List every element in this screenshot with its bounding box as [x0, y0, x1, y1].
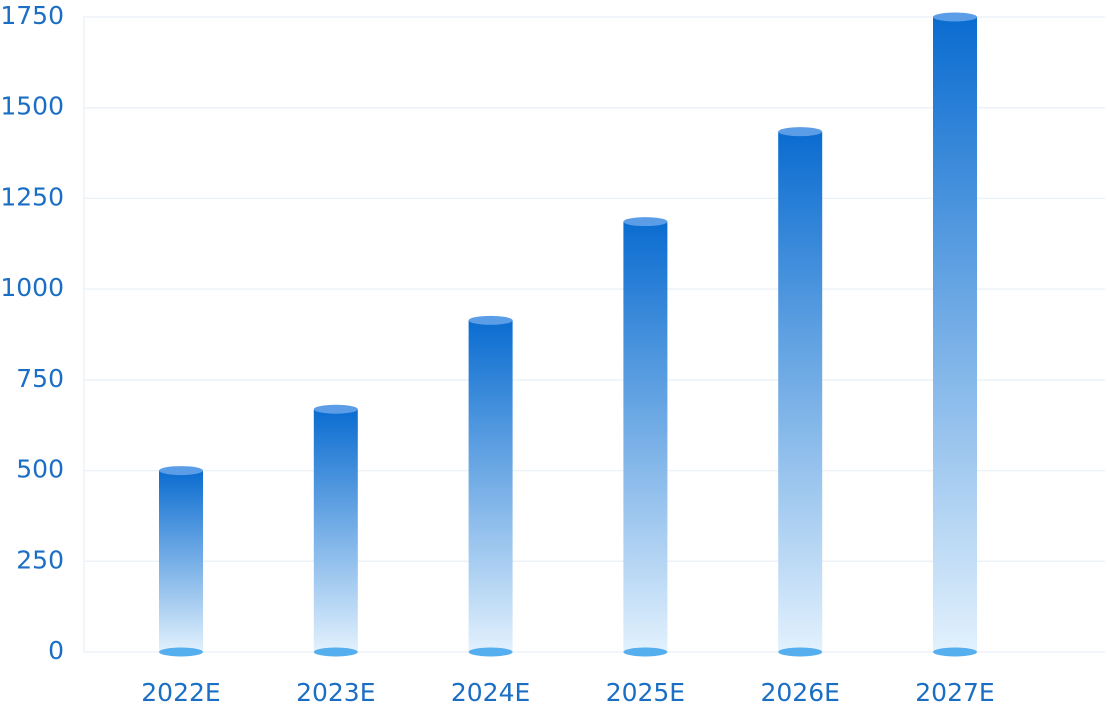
y-tick-label: 1750: [0, 1, 64, 30]
bar-cap-top: [778, 127, 823, 137]
bar: [468, 320, 513, 652]
y-tick-label: 0: [48, 636, 64, 665]
y-tick-label: 1000: [0, 273, 64, 302]
bar-cap-bottom: [933, 647, 977, 657]
x-tick-label: 2023E: [296, 678, 375, 707]
bar-cap-top: [159, 466, 203, 476]
bar-cap-top: [468, 315, 513, 325]
bar-cap-top: [623, 217, 668, 227]
bar: [778, 131, 823, 653]
x-tick-label: 2027E: [915, 678, 994, 707]
y-tick-label: 500: [16, 455, 64, 484]
x-tick-label: 2024E: [451, 678, 530, 707]
x-tick-label: 2026E: [760, 678, 839, 707]
x-tick-label: 2025E: [606, 678, 685, 707]
bar: [623, 221, 668, 652]
y-tick-label: 250: [16, 545, 64, 574]
y-tick-label: 1500: [0, 92, 64, 121]
bar-cap-top: [933, 12, 977, 22]
bar-cap-bottom: [159, 647, 203, 657]
bar-cap-bottom: [468, 647, 513, 657]
bar: [933, 17, 977, 652]
bar-cap-bottom: [623, 647, 668, 657]
x-tick-label: 2022E: [141, 678, 220, 707]
bar-cap-bottom: [313, 647, 358, 657]
bar: [313, 409, 358, 652]
y-tick-label: 750: [16, 364, 64, 393]
y-tick-label: 1250: [0, 182, 64, 211]
bar-cap-top: [313, 404, 358, 414]
bar-cap-bottom: [778, 647, 823, 657]
bar: [159, 470, 203, 652]
